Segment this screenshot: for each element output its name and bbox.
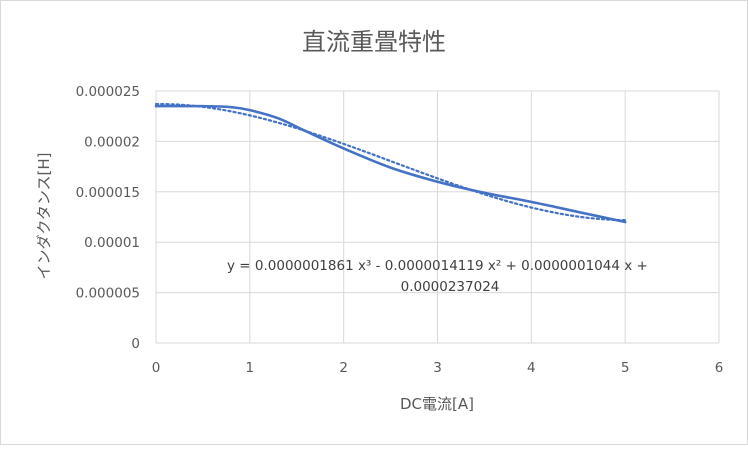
trendline-series — [154, 102, 627, 222]
x-tick-label: 0 — [152, 360, 161, 376]
x-tick-label: 4 — [527, 360, 536, 376]
trendline-equation-line1: y = 0.0000001861 x³ - 0.0000014119 x² + … — [227, 258, 648, 274]
y-tick-label: 0.00001 — [84, 235, 140, 251]
chart-title: 直流重畳特性 — [302, 28, 446, 56]
x-tick-label: 3 — [433, 360, 442, 376]
y-tick-label: 0.000025 — [76, 84, 140, 100]
x-tick-label: 6 — [715, 360, 724, 376]
y-tick-label: 0.000015 — [76, 185, 140, 201]
x-tick-label: 2 — [339, 360, 348, 376]
y-tick-label: 0 — [131, 336, 140, 352]
y-tick-label: 0.000005 — [76, 286, 140, 302]
x-tick-label: 5 — [621, 360, 630, 376]
tick-labels: 0 0.000005 0.00001 0.000015 0.00002 0.000025 0… — [76, 84, 724, 376]
y-axis-label: インダクタンス[H] — [35, 152, 53, 279]
data-series-line — [154, 104, 627, 224]
y-tick-label: 0.00002 — [84, 134, 140, 150]
x-axis-label: DC電流[A] — [400, 395, 474, 413]
x-tick-label: 1 — [246, 360, 255, 376]
gridlines — [155, 90, 720, 344]
trendline-equation-line2: 0.0000237024 — [401, 279, 500, 295]
plot-series — [154, 102, 627, 224]
